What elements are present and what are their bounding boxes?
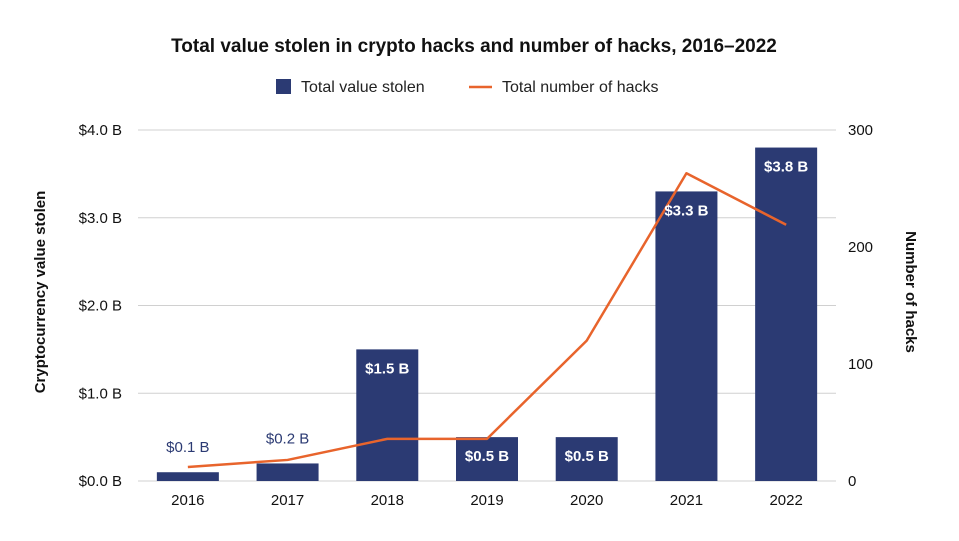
bar (555, 437, 618, 481)
bar-value-label: $3.8 B (764, 159, 808, 176)
y2-tick-label: 100 (848, 356, 873, 373)
bar-value-label: $1.5 B (365, 360, 409, 377)
legend-label-bar: Total value stolen (301, 79, 425, 96)
x-tick-label: 2022 (769, 492, 802, 509)
bar-labels: $0.1 B $0.2 B $1.5 B $0.5 B $0.5 B $3.3 B $3.8… (166, 159, 808, 466)
hacks-line (187, 172, 787, 469)
x-tick-label: 2021 (670, 492, 703, 509)
y-tick-label: $2.0 B (79, 298, 122, 315)
x-tick-label: 2016 (171, 492, 204, 509)
bar-value-label: $3.3 B (664, 202, 708, 219)
bar (755, 147, 818, 482)
y-axis-title: Cryptocurrency value stolen (32, 191, 49, 394)
y-tick-label: $4.0 B (79, 122, 122, 139)
bar (156, 472, 219, 481)
bar-value-label: $0.1 B (166, 439, 209, 456)
legend-label-line: Total number of hacks (502, 79, 659, 96)
x-tick-label: 2019 (470, 492, 503, 509)
y2-tick-label: 300 (848, 122, 873, 139)
legend-bar-swatch (276, 79, 291, 94)
axes: $0.0 B $1.0 B $2.0 B $3.0 B $4.0 B 0 100 200 300… (79, 122, 873, 509)
gridlines (138, 129, 836, 482)
bar-value-label: $0.5 B (565, 448, 609, 465)
x-tick-label: 2018 (371, 492, 404, 509)
y2-tick-label: 0 (848, 473, 856, 490)
y2-axis-title: Number of hacks (902, 231, 919, 353)
bar (256, 463, 319, 481)
bar (356, 349, 419, 481)
legend: Total value stolen Total number of hacks (276, 79, 659, 96)
bar (655, 191, 718, 482)
bar (456, 437, 518, 481)
y2-tick-label: 200 (848, 239, 873, 256)
x-tick-label: 2020 (570, 492, 603, 509)
bar-value-label: $0.5 B (465, 448, 509, 465)
chart-title: Total value stolen in crypto hacks and n… (171, 36, 777, 57)
y-tick-label: $1.0 B (79, 385, 122, 402)
x-tick-label: 2017 (271, 492, 304, 509)
y-tick-label: $0.0 B (79, 473, 122, 490)
y-tick-label: $3.0 B (79, 210, 122, 227)
bars (156, 147, 818, 482)
bar-value-label: $0.2 B (266, 430, 309, 447)
